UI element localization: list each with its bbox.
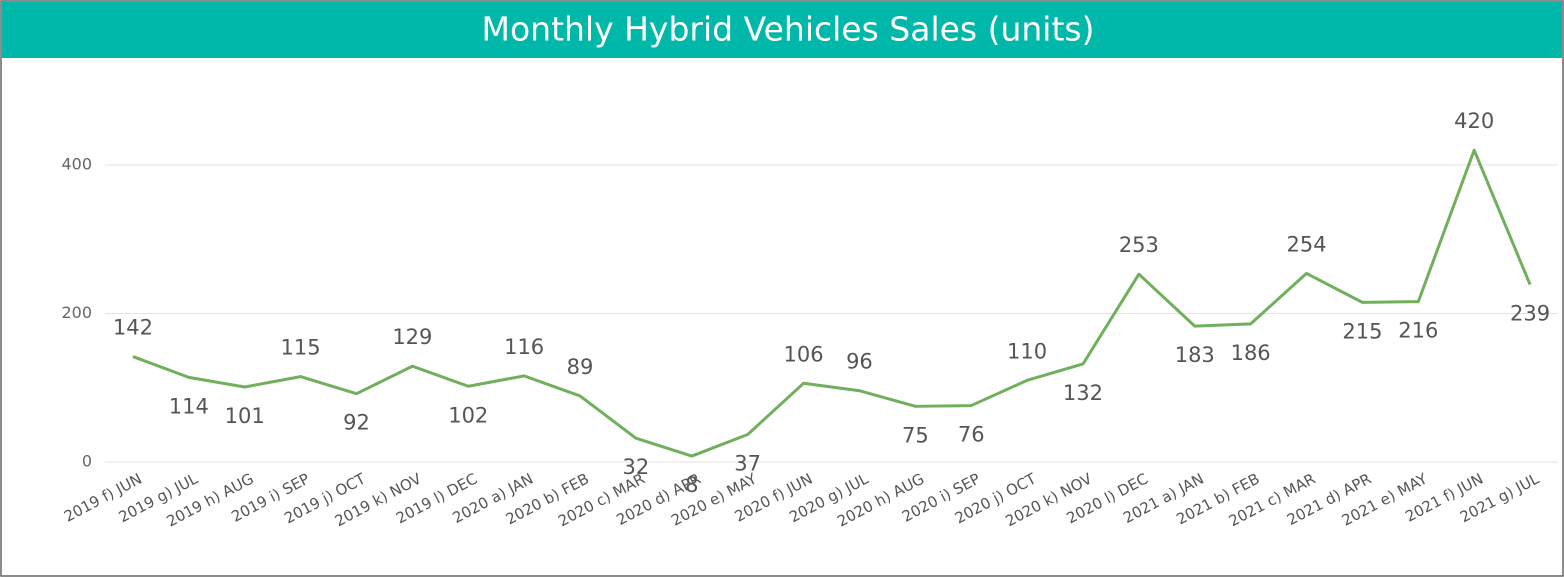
data-label: 76 — [958, 423, 985, 447]
data-label: 142 — [113, 316, 153, 340]
data-label: 216 — [1398, 319, 1438, 343]
data-label: 116 — [504, 335, 544, 359]
data-label: 183 — [1175, 343, 1215, 367]
data-label: 8 — [685, 473, 698, 497]
y-tick-label: 200 — [61, 303, 92, 322]
title-bar — [2, 2, 1562, 58]
data-label: 32 — [623, 455, 650, 479]
data-label: 101 — [225, 404, 265, 428]
data-label: 115 — [281, 336, 321, 360]
data-label: 132 — [1063, 381, 1103, 405]
data-label: 215 — [1342, 319, 1382, 343]
chart-title: Monthly Hybrid Vehicles Sales (units) — [482, 10, 1095, 49]
data-label: 239 — [1510, 302, 1550, 326]
data-label: 37 — [734, 452, 761, 476]
data-label: 129 — [392, 325, 432, 349]
data-label: 106 — [784, 342, 824, 366]
y-tick-label: 0 — [82, 452, 92, 471]
data-label: 253 — [1119, 233, 1159, 257]
data-label: 420 — [1454, 109, 1494, 133]
y-tick-label: 400 — [61, 155, 92, 174]
data-label: 186 — [1231, 341, 1271, 365]
data-label: 89 — [567, 355, 594, 379]
data-label: 75 — [902, 423, 929, 447]
data-label: 110 — [1007, 339, 1047, 363]
line-series — [132, 148, 1532, 458]
data-label: 92 — [343, 411, 370, 435]
data-label: 96 — [846, 350, 873, 374]
data-label: 254 — [1286, 232, 1326, 256]
data-label: 114 — [169, 394, 209, 418]
data-label: 102 — [448, 403, 488, 427]
